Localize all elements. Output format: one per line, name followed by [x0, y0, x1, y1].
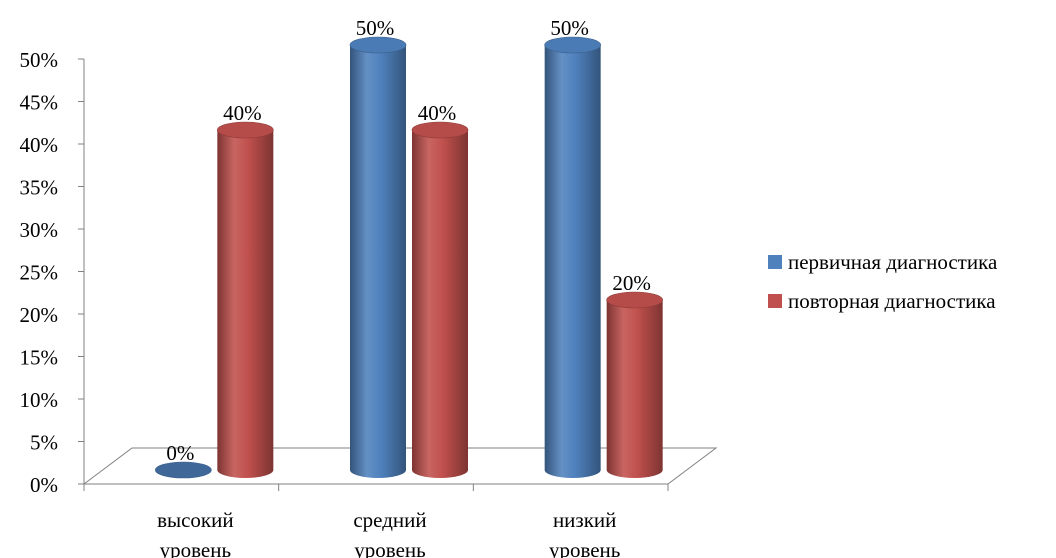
x-category-label-2-0: низкий — [553, 508, 616, 532]
y-tick-label-10: 50% — [20, 48, 59, 72]
bar-0-1 — [350, 45, 406, 478]
x-category-label-2-1: уровень — [549, 538, 620, 558]
legend-swatch-repeat — [768, 294, 782, 308]
legend-swatch-primary — [768, 255, 782, 269]
data-label-0-2: 50% — [550, 16, 589, 40]
data-label-0-1: 50% — [356, 16, 395, 40]
legend-label-repeat: повторная диагностика — [788, 288, 996, 313]
bar-top-0-1 — [349, 36, 407, 54]
y-tick-label-2: 10% — [20, 388, 59, 412]
bar-0-2 — [544, 45, 601, 478]
bar-top-0-0 — [155, 461, 212, 479]
legend-item-primary: первичная диагностика — [768, 249, 998, 274]
data-label-1-2: 20% — [612, 271, 651, 295]
bar-top-0-2 — [544, 36, 601, 54]
x-category-label-0-1: уровень — [160, 538, 231, 558]
data-label-0-0: 0% — [166, 441, 194, 465]
legend: первичная диагностика повторная диагност… — [768, 249, 998, 330]
bar-1-1 — [412, 130, 468, 478]
y-tick-label-5: 25% — [20, 261, 59, 285]
bar-top-1-0 — [217, 121, 274, 139]
y-tick-label-0: 0% — [30, 473, 58, 497]
bar-1-2 — [606, 300, 663, 478]
y-tick-label-1: 5% — [30, 431, 58, 455]
bar-top-1-2 — [606, 291, 663, 309]
x-category-label-0-0: высокий — [157, 508, 234, 532]
y-tick-label-4: 20% — [20, 303, 59, 327]
data-label-1-0: 40% — [223, 101, 262, 125]
y-tick-label-8: 40% — [20, 133, 59, 157]
bar-top-1-1 — [411, 121, 469, 139]
data-label-1-1: 40% — [418, 101, 457, 125]
y-tick-label-7: 35% — [20, 176, 59, 200]
legend-label-primary: первичная диагностика — [788, 249, 998, 274]
y-tick-label-6: 30% — [20, 218, 59, 242]
y-tick-label-3: 15% — [20, 346, 59, 370]
x-category-label-1-1: уровень — [354, 538, 425, 558]
legend-item-repeat: повторная диагностика — [768, 288, 997, 313]
bar-1-0 — [217, 130, 274, 478]
y-tick-label-9: 45% — [20, 91, 59, 115]
x-category-label-1-0: средний — [353, 508, 426, 532]
